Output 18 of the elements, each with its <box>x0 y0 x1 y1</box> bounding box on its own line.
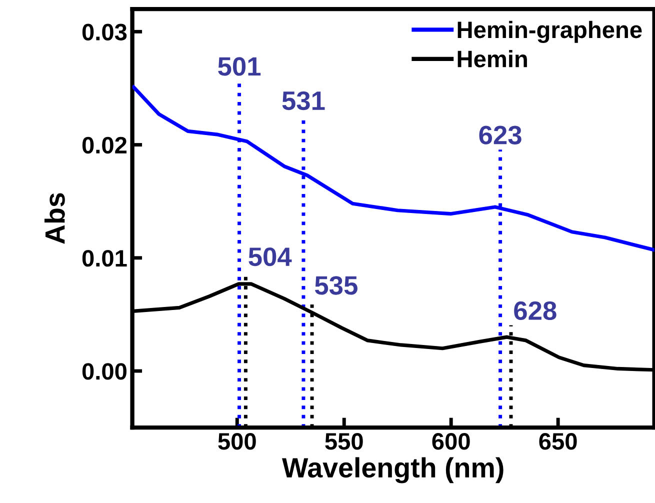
ref-line-label: 501 <box>218 57 261 76</box>
ref-line-label: 535 <box>314 276 358 295</box>
y-tick-label: 0.02 <box>82 136 127 154</box>
legend-label: Hemin-graphene <box>458 20 642 43</box>
ref-line-label: 623 <box>479 126 522 144</box>
x-tick-label: 550 <box>325 433 363 450</box>
y-axis-title: Abs <box>44 193 65 244</box>
x-tick-label: 500 <box>218 433 256 450</box>
ref-line-label: 628 <box>514 301 556 320</box>
x-tick-label: 600 <box>432 433 470 450</box>
legend-label: Hemin <box>458 50 527 68</box>
x-axis-title: Wavelength (nm) <box>282 457 504 484</box>
ref-line-label: 504 <box>248 247 292 266</box>
x-tick-label: 650 <box>539 433 577 450</box>
y-tick-label: 0.00 <box>82 363 126 380</box>
y-tick-label: 0.01 <box>82 250 127 267</box>
y-tick-label: 0.03 <box>82 24 127 40</box>
ref-line-label: 531 <box>282 91 325 110</box>
